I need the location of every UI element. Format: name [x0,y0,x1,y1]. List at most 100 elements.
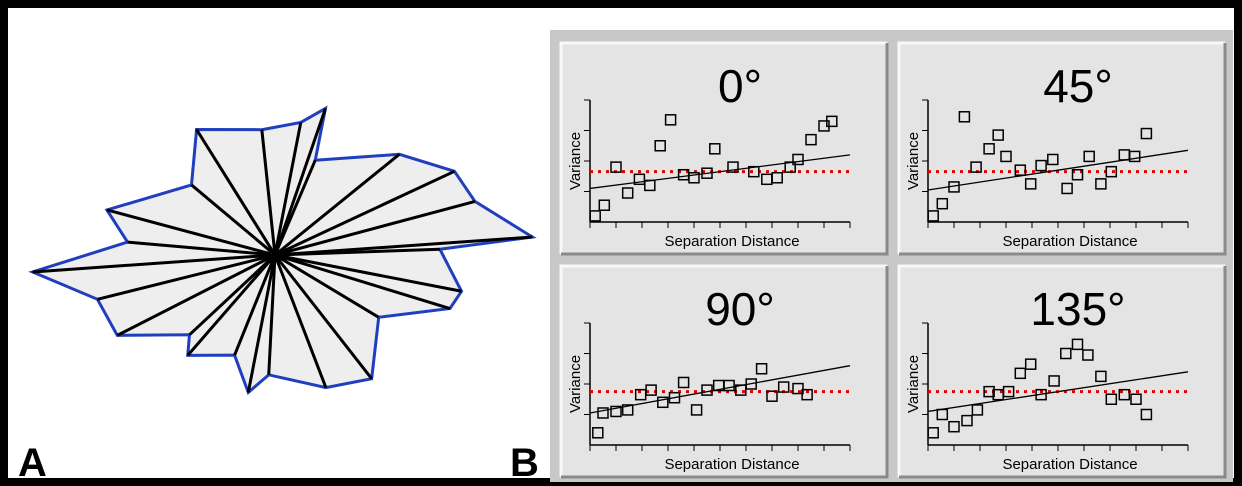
data-point [1024,178,1037,190]
rose-spoke [260,129,277,256]
data-point [766,390,778,402]
panel-bevel-light [559,41,887,254]
data-point [677,376,690,389]
trend-line [589,154,851,190]
y-axis-label: Variance [567,355,584,413]
data-point [644,179,656,192]
data-point [621,187,634,199]
data-point [970,161,982,173]
trend-line [927,371,1189,413]
data-point [1105,393,1118,405]
data-point [709,143,721,155]
trend-line [927,149,1189,191]
data-point [1035,388,1047,401]
data-point [983,143,995,155]
panel-title: 135° [1030,283,1125,335]
x-axis-label: Separation Distance [1002,456,1137,473]
rose-spoke [273,254,373,380]
rose-spoke [116,253,276,337]
data-point [1095,370,1107,383]
panel-face [898,265,1226,478]
data-point [745,378,757,390]
rose-spoke [273,107,327,256]
data-point [771,172,783,184]
panel-title: 45° [1043,60,1113,112]
data-point [784,161,796,173]
y-axis-label: Variance [567,132,584,190]
panel-label: A [18,441,47,485]
rose-spoke [190,183,276,257]
x-axis-label: Separation Distance [664,456,799,473]
data-point [1014,164,1027,176]
data-point [668,391,681,404]
data-point [688,172,700,184]
data-point [826,115,838,128]
data-point [735,384,747,396]
data-point [936,197,949,210]
data-point [1118,388,1131,401]
panel-bevel-dark [899,43,1227,256]
rose-spoke [97,253,276,301]
data-point [1060,347,1072,360]
data-point [927,427,939,439]
data-point [690,404,703,416]
rose-spoke [274,169,456,257]
panel-face [560,42,888,255]
rose-spoke [274,253,451,310]
data-point [589,210,601,222]
data-point [792,382,804,395]
data-point [936,408,949,421]
rose-spoke [127,240,276,257]
x-axis-label: Separation Distance [664,233,799,250]
panel-title: 0° [718,60,762,112]
data-point [654,140,666,152]
data-point [1083,150,1095,163]
data-point [1047,153,1059,166]
data-point [727,161,739,173]
rose-spoke [274,153,401,257]
y-axis-label: Variance [905,355,922,413]
data-point [1035,159,1047,172]
data-point [801,388,813,401]
data-point [971,404,984,416]
data-point [1140,408,1153,421]
data-point [1000,150,1012,163]
data-point [1130,393,1142,405]
rose-spoke [246,254,277,393]
data-point [598,199,611,211]
rose-spoke [274,253,462,293]
data-point [1002,385,1015,398]
panel-bevel-dark [561,266,889,479]
rose-spoke [186,254,277,357]
data-point [633,173,646,186]
rose-spoke [274,235,533,257]
rose-spoke [188,253,277,336]
data-point [958,111,971,123]
panel-title: 90° [705,283,775,335]
data-point [983,385,995,398]
variogram-panel: 135° Separation Distance Variance [897,264,1227,479]
variogram-panel: 0° Separation Distance Variance [559,41,889,256]
rose-spoke [273,254,328,389]
data-point [1061,182,1073,195]
data-point [805,133,817,146]
data-point [645,384,657,396]
panel-bevel-light [897,264,1225,477]
data-point [992,129,1004,141]
data-point [657,396,669,409]
panel-face [560,265,888,478]
data-point [621,404,634,416]
x-axis-label: Separation Distance [1002,233,1137,250]
data-point [948,181,960,193]
data-point [723,379,735,392]
data-point [1128,150,1141,163]
data-point [701,167,713,179]
variogram-panel: 45° Separation Distance Variance [897,41,1227,256]
rose-spoke [274,199,476,257]
data-point [777,381,790,393]
data-point [961,414,973,427]
y-axis-label: Variance [905,132,922,190]
panel-face [898,42,1226,255]
rose-spoke [195,128,277,256]
